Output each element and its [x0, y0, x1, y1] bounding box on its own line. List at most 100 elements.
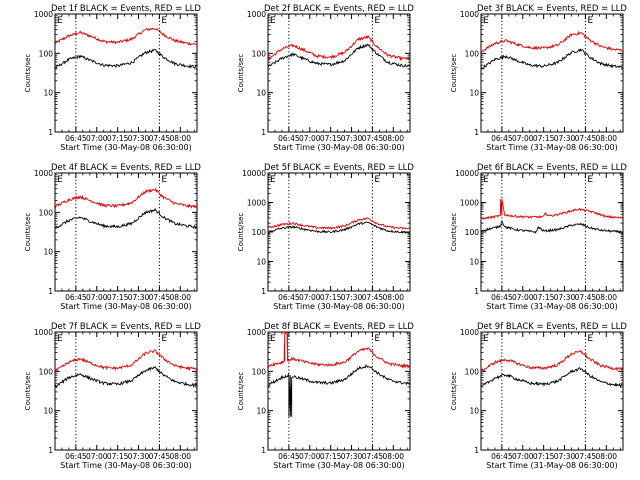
x-tick-label: 08:00 [595, 293, 617, 302]
series-lld-line [267, 331, 410, 369]
y-tick-label: 1000 [460, 10, 479, 19]
chart-panel-9: Det 9f BLACK = Events, RED = LLD 1 10 100 10… [450, 322, 627, 470]
x-tick-label: 07:15 [107, 134, 129, 143]
x-tick-label: 06:45 [65, 134, 87, 143]
y-tick-label: 10 [256, 89, 266, 98]
top-marker-label: E [587, 334, 593, 344]
x-tick-label: 06:45 [65, 293, 87, 302]
y-axis-label: Counts/sec [237, 372, 245, 411]
x-axis-label: Start Time (31-May-08 06:30:00) [486, 143, 617, 152]
series-events-line [267, 364, 410, 417]
y-axis-label: Counts/sec [24, 213, 32, 252]
y-tick-label: 1000 [34, 169, 53, 178]
x-tick-label: 08:00 [382, 452, 404, 461]
y-tick-label: 10 [469, 407, 479, 416]
y-tick-label: 100 [39, 49, 54, 58]
y-tick-label: 1000 [460, 199, 479, 208]
x-tick-label: 06:45 [491, 134, 513, 143]
x-axis-label: Start Time (30-May-08 06:30:00) [273, 461, 404, 470]
y-tick-label: 10 [256, 407, 266, 416]
chart-title: Det 6f BLACK = Events, RED = LLD [477, 163, 627, 173]
x-tick-label: 07:45 [362, 134, 384, 143]
y-tick-label: 1000 [247, 10, 266, 19]
y-tick-label: 10 [43, 248, 53, 257]
x-tick-label: 08:00 [169, 293, 191, 302]
x-tick-label: 07:30 [128, 134, 150, 143]
x-axis-label: Start Time (30-May-08 06:30:00) [273, 143, 404, 152]
y-axis-label: Counts/sec [24, 54, 32, 93]
y-tick-label: 10000 [242, 169, 266, 178]
x-tick-label: 07:30 [128, 293, 150, 302]
y-tick-label: 1000 [247, 328, 266, 337]
chart-panel-8: Det 8f BLACK = Events, RED = LLD 1 10 100 10… [237, 322, 414, 470]
x-tick-label: 07:00 [299, 452, 321, 461]
y-tick-label: 1 [48, 287, 53, 296]
x-tick-label: 07:45 [149, 134, 171, 143]
y-tick-label: 100 [252, 228, 267, 237]
top-marker-label: E [483, 334, 489, 344]
y-tick-label: 10 [43, 89, 53, 98]
x-tick-label: 07:15 [533, 293, 555, 302]
x-tick-label: 08:00 [382, 134, 404, 143]
chart-title: Det 7f BLACK = Events, RED = LLD [51, 322, 201, 332]
series-lld-line [267, 34, 410, 62]
top-marker-label: E [587, 16, 593, 26]
x-tick-label: 07:15 [533, 134, 555, 143]
y-tick-label: 1000 [247, 199, 266, 208]
chart-panel-3: Det 3f BLACK = Events, RED = LLD 1 10 100 10… [450, 4, 627, 152]
x-axis-label: Start Time (30-May-08 06:30:00) [60, 461, 191, 470]
top-marker-label: E [483, 175, 489, 185]
series-events-line [54, 365, 197, 389]
y-tick-label: 100 [252, 367, 267, 376]
x-axis-label: Start Time (31-May-08 06:30:00) [486, 461, 617, 470]
y-tick-label: 100 [39, 367, 54, 376]
x-tick-label: 07:00 [299, 134, 321, 143]
y-tick-label: 100 [465, 367, 480, 376]
series-events-line [480, 366, 623, 389]
y-tick-label: 10 [256, 258, 266, 267]
y-tick-label: 1 [474, 446, 479, 455]
x-tick-label: 07:45 [575, 452, 597, 461]
y-tick-label: 10 [43, 407, 53, 416]
y-tick-label: 1 [474, 128, 479, 137]
top-marker-label: E [374, 16, 380, 26]
x-tick-label: 07:00 [512, 452, 534, 461]
chart-panel-1: Det 1f BLACK = Events, RED = LLD 1 10 100 10… [24, 4, 201, 152]
y-tick-label: 1 [261, 446, 266, 455]
x-tick-label: 07:30 [341, 452, 363, 461]
x-axis-label: Start Time (31-May-08 06:30:00) [486, 302, 617, 311]
chart-panel-6: Det 6f BLACK = Events, RED = LLD 1 10 100 10… [450, 163, 627, 311]
top-marker-label: E [587, 175, 593, 185]
x-tick-label: 08:00 [169, 452, 191, 461]
y-tick-label: 10000 [455, 169, 479, 178]
series-events-line [480, 220, 623, 234]
y-tick-label: 1 [48, 446, 53, 455]
x-tick-label: 07:30 [554, 293, 576, 302]
x-tick-label: 07:15 [107, 452, 129, 461]
series-events-line [267, 43, 410, 68]
top-marker-label: E [57, 16, 63, 26]
y-axis-label: Counts/sec [237, 54, 245, 93]
y-axis-label: Counts/sec [450, 372, 458, 411]
plot-frame [54, 13, 198, 133]
x-tick-label: 07:15 [320, 293, 342, 302]
x-tick-label: 06:45 [278, 293, 300, 302]
top-marker-label: E [161, 334, 167, 344]
chart-title: Det 3f BLACK = Events, RED = LLD [477, 4, 627, 14]
chart-title: Det 5f BLACK = Events, RED = LLD [264, 163, 414, 173]
series-lld-line [480, 30, 623, 53]
y-tick-label: 10 [469, 89, 479, 98]
x-tick-label: 07:45 [575, 293, 597, 302]
chart-panel-4: Det 4f BLACK = Events, RED = LLD 1 10 100 10… [24, 163, 201, 311]
top-marker-label: E [270, 175, 276, 185]
x-tick-label: 07:15 [107, 293, 129, 302]
series-events-line [54, 48, 197, 69]
x-tick-label: 06:45 [65, 452, 87, 461]
y-tick-label: 100 [465, 49, 480, 58]
y-tick-label: 100 [39, 208, 54, 217]
x-tick-label: 07:30 [128, 452, 150, 461]
top-marker-label: E [57, 334, 63, 344]
top-marker-label: E [161, 175, 167, 185]
plot-frame [480, 331, 624, 451]
